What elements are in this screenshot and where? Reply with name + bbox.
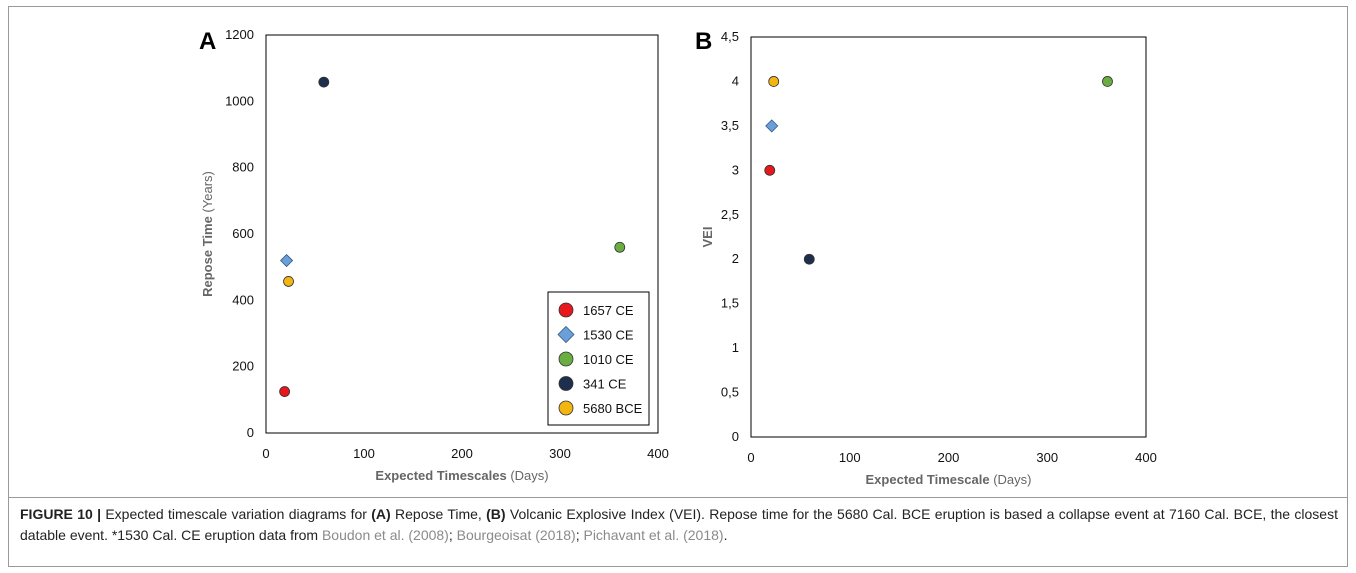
data-point bbox=[765, 119, 779, 133]
y-tick-label: 3,5 bbox=[721, 118, 739, 133]
caption-ref-a: (A) bbox=[371, 506, 391, 522]
y-tick-label: 0 bbox=[247, 425, 254, 440]
data-point bbox=[279, 386, 291, 397]
x-axis-label: Expected Timescales (Days) bbox=[375, 468, 548, 483]
data-point bbox=[283, 276, 294, 287]
caption-ref-b: (B) bbox=[486, 506, 506, 522]
legend-label: 1657 CE bbox=[583, 303, 634, 318]
y-tick-label: 1200 bbox=[225, 27, 254, 42]
citation-bourgeoisat[interactable]: Bourgeoisat (2018) bbox=[456, 527, 576, 543]
legend-label: 1010 CE bbox=[583, 352, 634, 367]
x-tick-label: 200 bbox=[451, 446, 473, 461]
y-tick-label: 200 bbox=[232, 359, 254, 374]
y-tick-label: 1 bbox=[732, 340, 739, 355]
x-tick-label: 0 bbox=[262, 446, 269, 461]
chart-panel-b: B 0 0,5 1 1,5 2 2,5 3 3,5 4 4,5 0 100 200 300 400 Expect… bbox=[695, 28, 1157, 487]
x-tick-label: 400 bbox=[1135, 450, 1157, 465]
figure-caption: FIGURE 10 | Expected timescale variation… bbox=[20, 504, 1338, 546]
caption-end: . bbox=[723, 527, 728, 543]
y-tick-label: 400 bbox=[232, 292, 254, 307]
x-axis-label: Expected Timescale (Days) bbox=[866, 472, 1032, 487]
legend-label: 5680 BCE bbox=[583, 401, 643, 416]
x-tick-label: 300 bbox=[549, 446, 571, 461]
legend-label: 341 CE bbox=[583, 377, 627, 392]
plot-area bbox=[265, 34, 659, 434]
y-tick-label: 0,5 bbox=[721, 385, 739, 400]
x-tick-label: 300 bbox=[1036, 450, 1058, 465]
legend-marker bbox=[558, 351, 574, 367]
x-tick-label: 400 bbox=[647, 446, 669, 461]
y-tick-label: 800 bbox=[232, 160, 254, 175]
legend-marker bbox=[558, 302, 574, 318]
data-point bbox=[614, 241, 626, 253]
data-point bbox=[764, 164, 776, 176]
y-tick-label: 1000 bbox=[225, 93, 254, 108]
legend-marker bbox=[558, 376, 574, 391]
data-point bbox=[1102, 76, 1113, 87]
y-tick-label: 4 bbox=[732, 73, 739, 88]
data-point bbox=[280, 253, 294, 268]
caption-text-2: Repose Time, bbox=[390, 506, 487, 522]
legend-label: 1530 CE bbox=[583, 328, 634, 343]
y-tick-label: 4,5 bbox=[721, 29, 739, 44]
legend: 1657 CE 1530 CE 1010 CE 341 CE 5680 BCE bbox=[547, 291, 650, 426]
caption-text-3: Volcanic Explosive Index (VEI). Repose t… bbox=[20, 506, 1338, 543]
y-axis-label: Repose Time (Years) bbox=[200, 171, 215, 297]
y-tick-label: 1,5 bbox=[721, 296, 739, 311]
y-axis-label: VEI bbox=[700, 227, 715, 248]
x-tick-label: 100 bbox=[839, 450, 861, 465]
x-tick-label: 200 bbox=[938, 450, 960, 465]
legend-marker bbox=[558, 400, 574, 416]
citation-boudon[interactable]: Boudon et al. (2008) bbox=[321, 527, 449, 543]
y-tick-label: 0 bbox=[732, 429, 739, 444]
caption-sep-2: ; bbox=[575, 527, 584, 543]
y-tick-label: 3 bbox=[732, 162, 739, 177]
caption-divider bbox=[8, 497, 1348, 498]
legend-marker bbox=[557, 325, 575, 344]
data-point bbox=[768, 76, 780, 87]
data-point bbox=[803, 253, 815, 265]
chart-panel-a: A 0 200 400 600 800 1000 1200 0 100 200 300 400 Expec… bbox=[199, 27, 669, 483]
caption-text-1: Expected timescale variation diagrams fo… bbox=[101, 506, 372, 522]
citation-pichavant[interactable]: Pichavant et al. (2018) bbox=[583, 527, 724, 543]
data-point bbox=[318, 76, 330, 88]
caption-sep-1: ; bbox=[448, 527, 457, 543]
plot-area bbox=[750, 36, 1147, 438]
y-tick-label: 2 bbox=[732, 251, 739, 266]
caption-label: FIGURE 10 | bbox=[20, 506, 102, 522]
panel-label: A bbox=[199, 28, 216, 55]
panel-label: B bbox=[695, 28, 712, 55]
figure-frame bbox=[8, 6, 1348, 567]
x-tick-label: 100 bbox=[353, 446, 375, 461]
y-tick-label: 2,5 bbox=[721, 207, 739, 222]
x-tick-label: 0 bbox=[747, 450, 754, 465]
y-tick-label: 600 bbox=[232, 226, 254, 241]
